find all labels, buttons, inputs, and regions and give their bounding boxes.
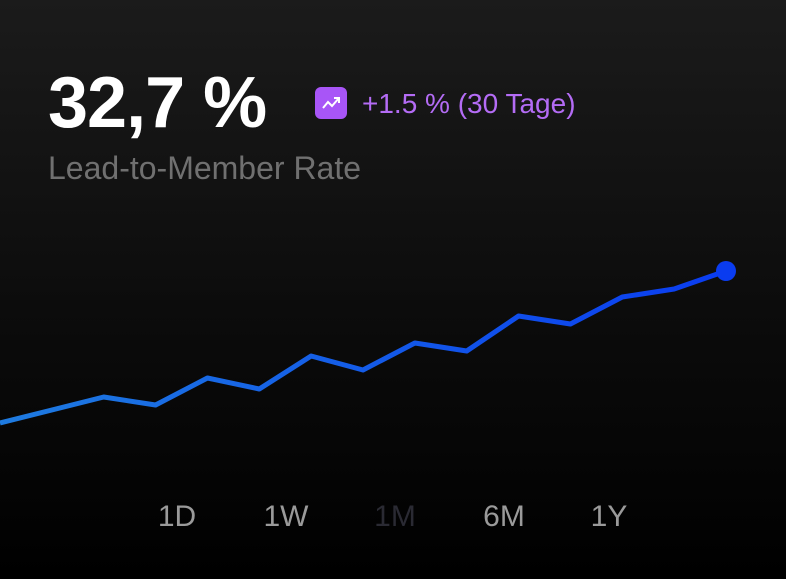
metric-change: +1.5 % (30 Tage) [362,88,576,119]
trend-icon [315,87,347,119]
metric-value: 32,7 % [48,63,267,143]
trend-line [0,268,727,426]
trend-icon-glyph [322,97,340,109]
last-point [716,261,736,281]
metric-label: Lead-to-Member Rate [48,150,362,186]
range-button[interactable]: 6M [483,500,525,533]
range-button[interactable]: 1W [263,500,309,533]
range-button[interactable]: 1M [374,500,416,533]
range-button[interactable]: 1D [157,500,197,533]
range-button[interactable]: 1Y [590,500,628,533]
range-selector: 1D 1W 1M 6M 1Y [0,500,786,540]
